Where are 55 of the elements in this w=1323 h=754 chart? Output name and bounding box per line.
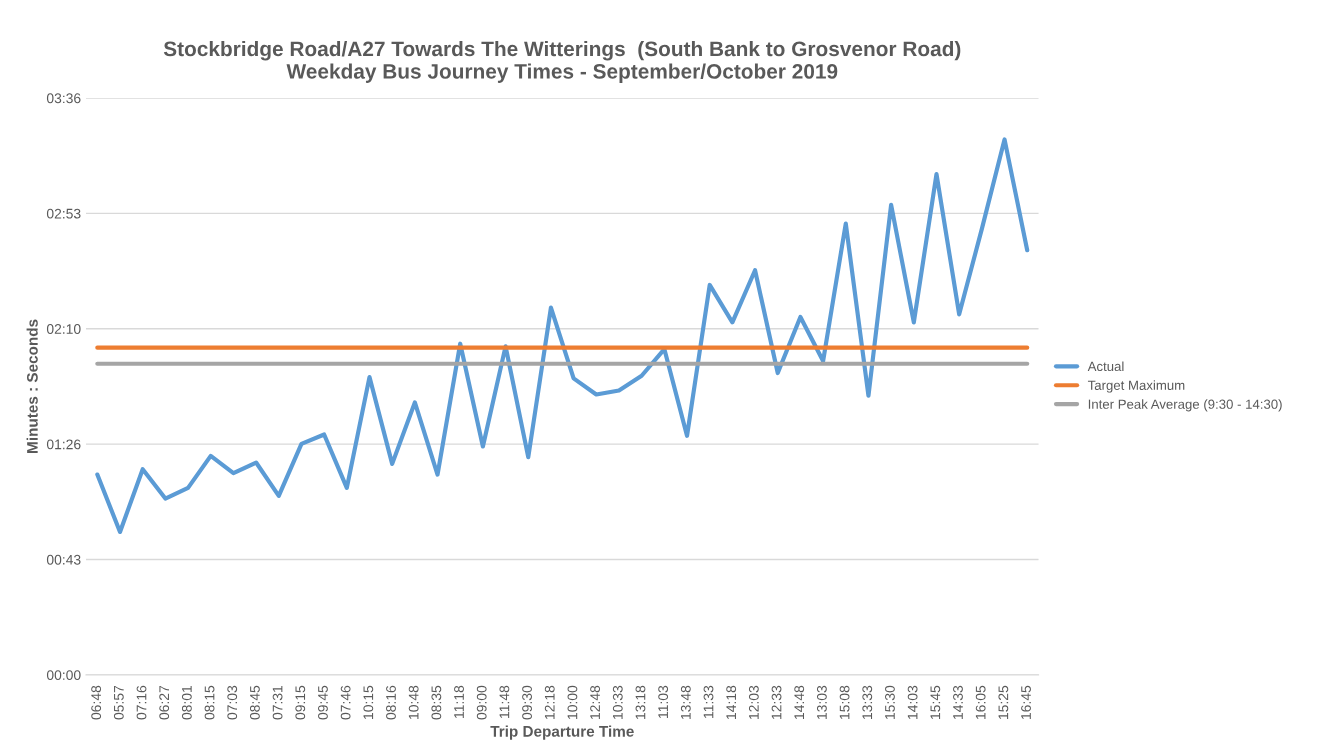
- x-tick-label: 14:33: [953, 685, 963, 719]
- x-tick-label: 07:31: [272, 685, 283, 720]
- y-tick-label: 00:43: [46, 554, 81, 565]
- x-tick-label: 13:33: [862, 685, 873, 719]
- y-tick-label: 02:53: [46, 208, 81, 219]
- x-tick-label: 08:01: [181, 685, 192, 720]
- x-tick-label: 11:18: [454, 685, 464, 718]
- x-tick-label: 11:48: [499, 685, 510, 718]
- x-tick-label: 13:48: [680, 685, 691, 719]
- x-tick-label: 11:03: [658, 685, 669, 718]
- x-tick-label: 09:00: [476, 685, 487, 720]
- x-tick-label: 15:08: [839, 685, 850, 719]
- y-tick-label: 02:10: [46, 324, 81, 334]
- chart-title: Stockbridge Road/A27 Towards The Witterings (South Bank to Grosvenor Road) Weekday Bus Journey Times - September/October 2019: [163, 40, 961, 83]
- x-tick-label: 05:57: [113, 685, 124, 720]
- x-tick-label: 12:33: [771, 685, 782, 719]
- x-tick-label: 06:27: [159, 685, 170, 720]
- x-tick-label: 12:18: [544, 685, 555, 719]
- x-tick-label: 09:30: [522, 685, 532, 720]
- x-tick-label: 08:45: [249, 685, 260, 720]
- legend-label: Target Maximum: [1087, 380, 1185, 393]
- x-tick-label: 14:48: [794, 685, 805, 719]
- x-tick-label: 08:16: [386, 685, 396, 720]
- x-tick-label: 07:46: [340, 685, 351, 720]
- x-tick-label: 10:33: [612, 685, 623, 719]
- legend-label: Inter Peak Average (9:30 - 14:30): [1088, 399, 1282, 412]
- x-tick-label: 16:05: [975, 685, 986, 719]
- x-tick-label: 10:00: [567, 685, 578, 719]
- x-tick-label: 14:18: [726, 685, 737, 719]
- x-tick-label: 07:16: [136, 685, 147, 720]
- x-tick-label: 16:45: [1021, 685, 1031, 719]
- x-tick-label: 14:03: [907, 685, 918, 719]
- x-tick-label: 07:03: [227, 685, 238, 720]
- x-tick-label: 10:48: [408, 685, 419, 719]
- x-axis-title: Trip Departure Time: [490, 725, 634, 740]
- x-tick-label: 15:45: [930, 685, 941, 719]
- x-tick-label: 06:48: [91, 685, 102, 720]
- x-tick-label: 10:15: [363, 685, 374, 719]
- x-tick-label: 15:25: [998, 685, 1009, 719]
- x-tick-label: 13:18: [635, 685, 646, 719]
- x-tick-label: 11:33: [703, 685, 714, 718]
- line-series: [95, 137, 1030, 535]
- x-tick-label: 13:03: [816, 685, 827, 719]
- legend-label: Actual: [1087, 361, 1124, 372]
- x-tick-label: 08:15: [204, 685, 215, 720]
- x-tick-label: 08:35: [431, 685, 442, 720]
- x-tick-label: 12:48: [590, 685, 601, 719]
- y-tick-label: 03:36: [46, 93, 81, 104]
- y-axis-title: Minutes : Seconds: [26, 319, 38, 453]
- x-tick-label: 12:03: [748, 685, 759, 719]
- x-tick-label: 15:30: [885, 685, 895, 719]
- y-tick-label: 00:00: [46, 670, 81, 680]
- x-tick-label: 09:15: [295, 685, 306, 720]
- y-tick-label: 01:26: [46, 439, 81, 450]
- x-tick-label: 09:45: [318, 685, 328, 720]
